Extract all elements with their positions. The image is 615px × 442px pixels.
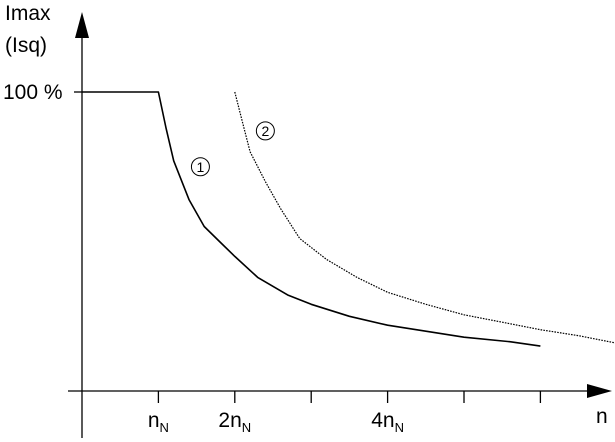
y-axis-label-line-2: (Isq) [5, 34, 47, 57]
x-tick-label-0: nN [148, 409, 169, 435]
y-axis-label-line-1: Imax [5, 2, 51, 25]
x-tick-label-3: 4nN [371, 409, 404, 435]
curve-marker-1-label: 1 [197, 159, 205, 175]
x-axis-label: n [596, 405, 608, 428]
x-ticks: nN 2nN 4nN [148, 391, 542, 435]
y-axis-arrow-icon [75, 12, 89, 38]
curve-marker-1-circle [190, 157, 210, 177]
y-axis [75, 12, 89, 438]
x-axis [68, 384, 612, 398]
x-tick-label-1: 2nN [218, 409, 251, 435]
curve-marker-2-circle [255, 121, 275, 141]
series-curve-1 [82, 91, 541, 347]
x-axis-arrow-icon [587, 384, 612, 398]
series-markers: 12 [190, 121, 275, 177]
series-layer [82, 91, 615, 347]
curve-marker-2-label: 2 [261, 123, 269, 139]
y-tick-label-100: 100 % [3, 81, 63, 104]
series-curve-2 [234, 91, 615, 344]
